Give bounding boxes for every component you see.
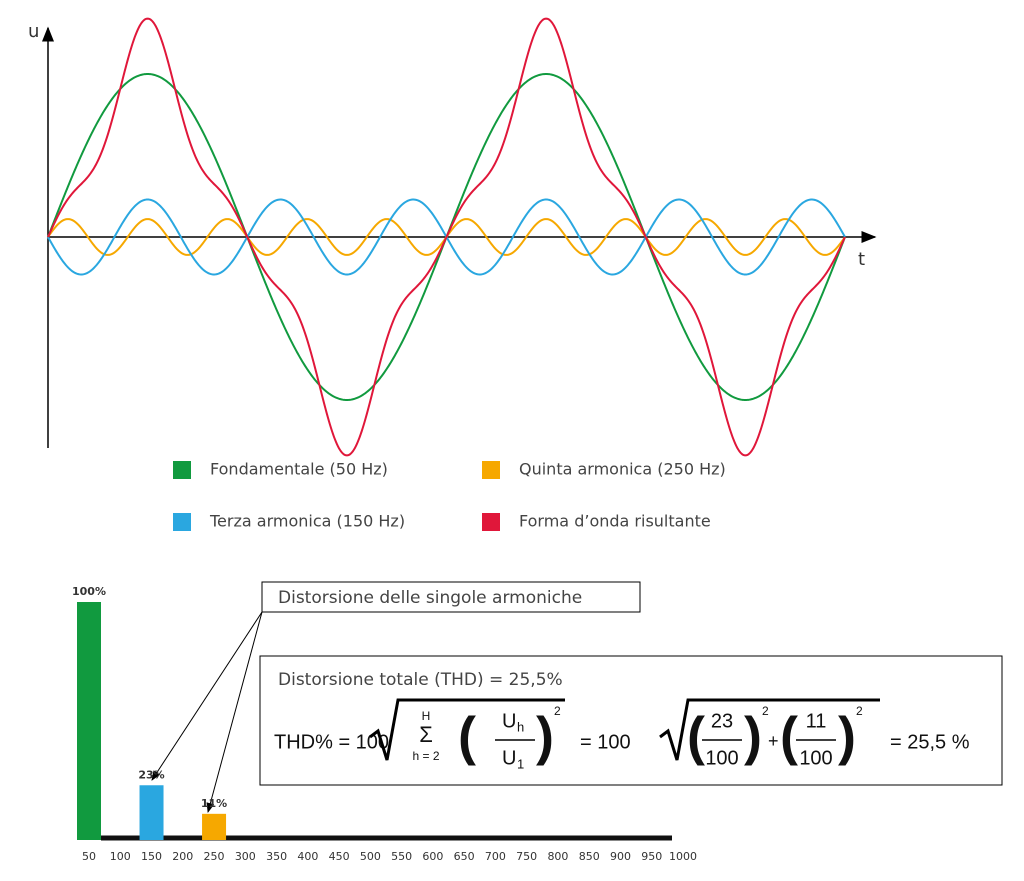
sqrt (369, 698, 565, 761)
formula-text: 2 (762, 704, 769, 718)
x-tick-label: 150 (141, 850, 162, 863)
x-tick-label: 550 (391, 850, 412, 863)
paren: ) (536, 706, 554, 766)
value-label: 11% (201, 797, 227, 810)
wave-line (47, 17, 846, 457)
formula-text: THD% = 100 (274, 731, 389, 753)
annotation-box (261, 581, 641, 613)
formula-text: 11 (806, 710, 827, 732)
value-label: 100% (72, 585, 106, 598)
paren: ) (744, 706, 762, 766)
x-tick-label: 100 (110, 850, 131, 863)
paren: ( (687, 706, 705, 766)
formula-text: 100 (705, 747, 738, 769)
bar (139, 785, 164, 840)
x-tick-label: 350 (266, 850, 287, 863)
y-axis-label: u (28, 21, 39, 42)
legend-swatch (173, 513, 191, 531)
formula-text: 100 (799, 747, 832, 769)
paren: ) (838, 706, 856, 766)
waveform (47, 17, 846, 457)
sqrt (659, 698, 880, 761)
formula-text: h (517, 719, 524, 734)
legend-swatch (173, 461, 191, 479)
x-tick-label: 600 (422, 850, 443, 863)
legend-label: Terza armonica (150 Hz) (209, 512, 405, 531)
x-tick-label: 50 (82, 850, 96, 863)
formula-text: Σ (419, 722, 433, 747)
formula-text: 2 (554, 704, 561, 718)
x-tick-label: 650 (454, 850, 475, 863)
x-tick-label: 800 (547, 850, 568, 863)
x-tick-label: 750 (516, 850, 537, 863)
arrow (151, 611, 263, 781)
x-tick-label: 500 (360, 850, 381, 863)
x-tick-label: 950 (641, 850, 662, 863)
legend-label: Quinta armonica (250 Hz) (519, 460, 726, 479)
formula-text: = 25,5 % (890, 731, 970, 753)
bar-chart: 50 100% 100 150 23% 200 250 11% 300 350 400 450 500 5… (72, 585, 697, 863)
formula-text: h = 2 (412, 749, 439, 763)
x-tick-label: 300 (235, 850, 256, 863)
legend-label: Forma d’onda risultante (519, 512, 711, 531)
annotation: Distorsione delle singole armoniche (278, 588, 582, 608)
formula-text: U (502, 710, 516, 732)
value-label: 23% (138, 768, 164, 781)
x-tick-label: 450 (329, 850, 350, 863)
x-tick-label: 850 (579, 850, 600, 863)
paren: ( (780, 706, 798, 766)
formula-text: = 100 (580, 731, 631, 753)
thd-formula: Distorsione totale (THD) = 25,5% THD% = … (274, 670, 970, 771)
formula-text: U (502, 747, 516, 769)
x-axis-label: t (858, 249, 865, 270)
bar (77, 602, 101, 840)
x-tick-label: 1000 (669, 850, 697, 863)
thd-title: Distorsione totale (THD) = 25,5% (278, 670, 563, 690)
x-tick-label: 200 (172, 850, 193, 863)
paren: ( (458, 706, 476, 766)
formula-text: 2 (856, 704, 863, 718)
formula-text: + (768, 731, 779, 751)
legend-swatch (482, 461, 500, 479)
x-tick-label: 900 (610, 850, 631, 863)
arrow (206, 611, 263, 813)
bar (202, 813, 227, 840)
legend-label: Fondamentale (50 Hz) (210, 460, 388, 479)
x-tick-label: 400 (297, 850, 318, 863)
formula-text: 23 (711, 710, 733, 732)
thd-box (259, 655, 1003, 786)
x-tick-label: 250 (204, 850, 225, 863)
legend-swatch (482, 513, 500, 531)
formula-text: 1 (517, 756, 524, 771)
x-tick-label: 700 (485, 850, 506, 863)
legend: Fondamentale (50 Hz) Terza armonica (150 … (173, 460, 726, 531)
formula-text: H (422, 709, 431, 723)
